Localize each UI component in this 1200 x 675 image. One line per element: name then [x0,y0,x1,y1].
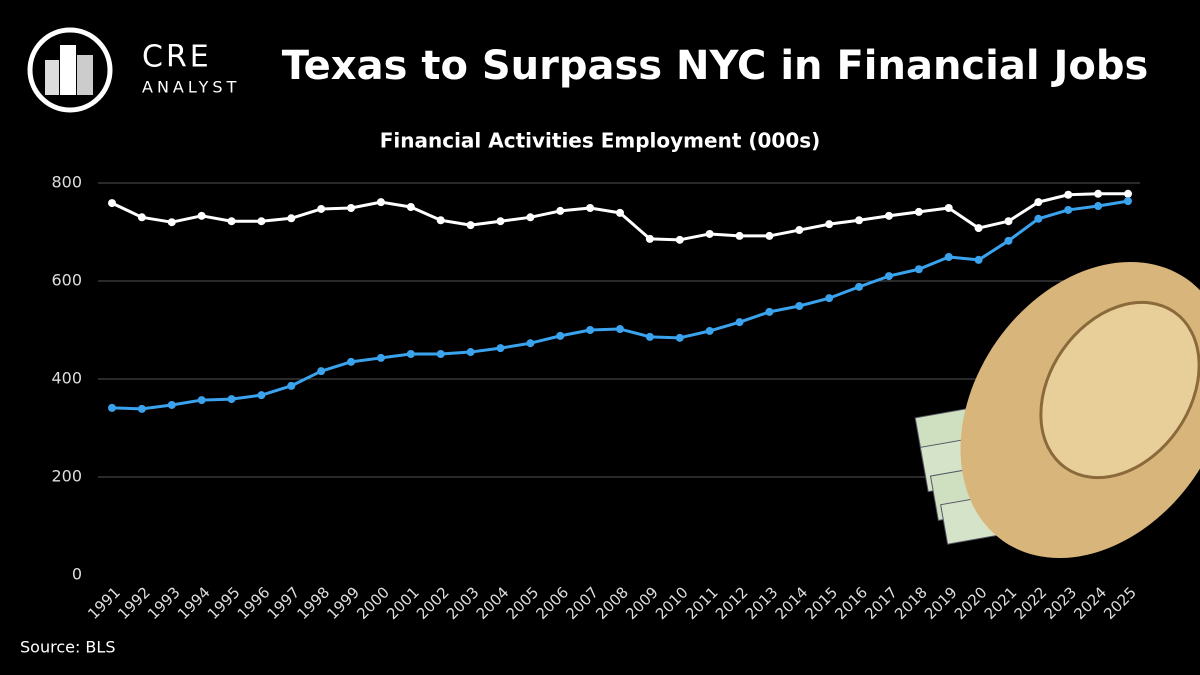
data-point [705,326,714,335]
y-tick-label: 800 [51,173,82,192]
y-tick-label: 200 [51,467,82,486]
logo-building [60,45,76,95]
data-point [108,199,116,208]
data-point [347,203,356,212]
data-point [795,226,804,235]
data-point [1124,197,1132,206]
data-point [317,204,326,213]
data-point [496,344,505,353]
data-point [735,231,744,240]
data-point [795,301,804,310]
data-point [586,326,595,334]
data-point [376,353,385,362]
data-point [616,208,624,217]
data-point [1004,236,1013,245]
data-point [406,203,415,212]
logo-text: CRE [142,40,212,75]
data-point [227,217,236,226]
data-point [108,403,116,412]
data-point [287,214,296,223]
data-point [705,229,714,238]
data-point [257,391,266,400]
data-point [1034,198,1043,207]
data-point [466,348,475,357]
data-point [167,400,176,409]
logo-text: ANALYST [142,78,240,97]
logo-building [45,60,59,95]
data-point [1064,190,1073,199]
data-point [197,396,206,405]
hat-illustration [914,261,1200,559]
data-point [197,211,206,220]
data-point [257,217,266,226]
data-point [735,318,744,327]
data-point [884,272,893,281]
data-point [974,255,983,264]
data-point [944,203,953,212]
data-point [556,331,565,340]
data-point [675,333,684,342]
data-point [944,252,953,261]
data-point [167,218,176,227]
logo: CRE ANALYST [27,27,240,113]
data-point [616,325,624,334]
data-point [765,307,774,316]
data-point [526,213,535,222]
logo-building [77,55,93,95]
data-point [137,213,146,222]
data-point [496,217,505,226]
data-point [526,339,535,348]
data-point [645,234,654,243]
data-point [825,220,834,229]
data-point [884,211,893,220]
source: Source: BLS [20,638,115,657]
data-point [1064,205,1073,214]
data-point [1124,189,1132,198]
data-point [376,198,385,207]
data-point [914,265,923,274]
data-point [227,395,236,404]
data-point [855,216,864,225]
data-point [436,216,445,225]
hat-crown [1039,300,1200,480]
y-tick-label: 400 [51,369,82,388]
y-tick-label: 0 [72,565,82,584]
data-point [1034,214,1043,223]
data-point [914,207,923,216]
data-point [825,294,834,303]
y-tick-label: 600 [51,271,82,290]
chart-title: Texas to Surpass NYC in Financial Jobs [282,43,1149,89]
data-point [645,332,654,341]
data-point [765,231,774,240]
data-point [317,367,326,376]
data-point [1094,202,1103,211]
data-point [586,203,595,212]
data-point [1094,189,1103,198]
data-point [974,224,983,233]
data-point [556,206,565,215]
data-point [406,350,415,359]
data-point [436,350,445,359]
data-point [287,381,296,390]
data-point [137,404,146,413]
data-point [466,221,475,230]
chart-subtitle: Financial Activities Employment (000s) [380,129,821,153]
data-point [675,235,684,244]
logo-ring [27,27,113,113]
data-point [855,282,864,291]
data-point [1004,217,1013,226]
data-point [347,357,356,366]
